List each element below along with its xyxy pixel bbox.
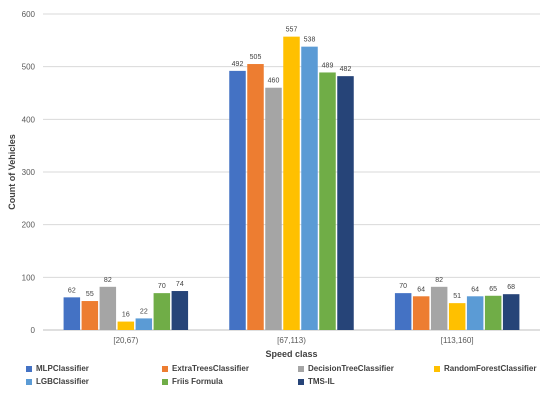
bar xyxy=(229,70,246,330)
x-axis-title: Speed class xyxy=(265,349,317,359)
legend-label: Friis Formula xyxy=(172,377,223,386)
data-label: 460 xyxy=(268,78,280,85)
data-label: 62 xyxy=(68,287,76,294)
data-label: 16 xyxy=(122,312,130,319)
data-label: 65 xyxy=(489,286,497,293)
data-label: 482 xyxy=(340,66,352,73)
legend-item: DecisionTreeClassifier xyxy=(298,364,434,373)
data-label: 64 xyxy=(471,286,479,293)
bar xyxy=(448,303,466,330)
bar xyxy=(265,87,282,330)
bar xyxy=(153,293,171,330)
data-label: 492 xyxy=(232,61,244,68)
legend-swatch xyxy=(162,378,168,385)
y-tick-label: 0 xyxy=(31,326,36,335)
y-tick-label: 400 xyxy=(22,115,36,124)
data-label: 70 xyxy=(399,283,407,290)
legend-item: MLPClassifier xyxy=(26,364,162,373)
data-label: 82 xyxy=(435,277,443,284)
y-tick-label: 600 xyxy=(22,10,36,19)
data-label: 557 xyxy=(286,27,298,34)
legend-item: Friis Formula xyxy=(162,377,298,386)
bar xyxy=(337,76,354,330)
legend-label: DecisionTreeClassifier xyxy=(308,364,394,373)
x-tick-label: [20,67) xyxy=(113,336,138,345)
bar xyxy=(466,296,484,330)
legend-label: LGBClassifier xyxy=(36,377,89,386)
bar xyxy=(247,64,264,331)
bar xyxy=(319,72,336,331)
legend-item: TMS-IL xyxy=(298,377,434,386)
legend-label: TMS-IL xyxy=(308,377,335,386)
data-label: 51 xyxy=(453,293,461,300)
legend-swatch xyxy=(434,365,440,372)
legend-item: RandomForestClassifier xyxy=(434,364,546,373)
bar xyxy=(484,295,502,330)
bar xyxy=(394,293,412,330)
legend-item: LGBClassifier xyxy=(26,377,162,386)
bar xyxy=(412,296,430,330)
bar xyxy=(283,36,300,330)
bar xyxy=(63,297,81,330)
data-label: 538 xyxy=(304,37,316,44)
data-label: 68 xyxy=(507,284,515,291)
data-label: 82 xyxy=(104,277,112,284)
y-axis-title: Count of Vehicles xyxy=(7,134,17,210)
y-tick-label: 500 xyxy=(22,63,36,72)
y-tick-label: 100 xyxy=(22,273,36,282)
data-label: 505 xyxy=(250,54,262,61)
y-tick-label: 300 xyxy=(22,168,36,177)
x-tick-label: [113,160] xyxy=(441,336,474,345)
data-label: 489 xyxy=(322,62,334,69)
x-tick-label: [67,113) xyxy=(277,336,306,345)
bar xyxy=(502,294,520,330)
legend-label: ExtraTreesClassifier xyxy=(172,364,249,373)
legend-label: RandomForestClassifier xyxy=(444,364,537,373)
data-label: 55 xyxy=(86,291,94,298)
bar xyxy=(430,286,448,330)
bar xyxy=(171,291,189,330)
legend-swatch xyxy=(26,365,32,372)
bar xyxy=(301,46,318,331)
legend-swatch xyxy=(162,365,168,372)
data-label: 22 xyxy=(140,308,148,315)
bar xyxy=(81,301,99,330)
bar xyxy=(117,321,135,330)
legend-swatch xyxy=(298,378,304,385)
legend-item: ExtraTreesClassifier xyxy=(162,364,298,373)
bar xyxy=(99,286,117,330)
legend-label: MLPClassifier xyxy=(36,364,89,373)
data-label: 64 xyxy=(417,286,425,293)
legend-swatch xyxy=(298,365,304,372)
legend-swatch xyxy=(26,378,32,385)
bar xyxy=(135,318,153,330)
legend: MLPClassifier ExtraTreesClassifier Decisio… xyxy=(26,364,546,386)
y-tick-label: 200 xyxy=(22,221,36,230)
data-label: 74 xyxy=(176,281,184,288)
data-label: 70 xyxy=(158,283,166,290)
